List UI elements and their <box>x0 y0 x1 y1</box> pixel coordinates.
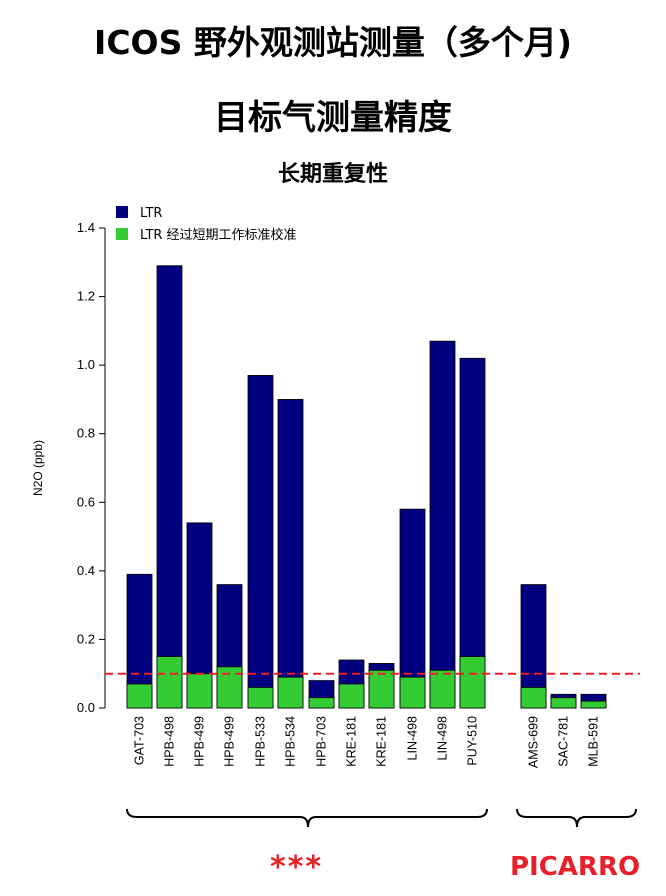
legend-swatch-ltr-calibrated <box>116 228 128 240</box>
x-tick-label: LIN-498 <box>406 716 420 761</box>
x-tick-label: HPB-534 <box>284 716 298 767</box>
y-tick-label: 1.4 <box>77 220 95 235</box>
bar-ltr-calibrated <box>308 697 335 709</box>
bar-ltr-calibrated <box>520 687 547 709</box>
bar-ltr-calibrated <box>580 700 607 709</box>
bar-ltr <box>429 340 456 709</box>
bar-ltr <box>156 265 183 709</box>
y-tick-label: 0.0 <box>77 700 95 715</box>
bar-ltr-calibrated <box>368 669 395 709</box>
bar-ltr-calibrated <box>550 697 577 709</box>
x-tick-label: HPB-499 <box>193 716 207 767</box>
x-tick-label: HPB-498 <box>163 716 177 767</box>
x-tick-label: SAC-781 <box>557 716 571 767</box>
bar-ltr-calibrated <box>156 656 183 709</box>
bar-ltr-calibrated <box>277 676 304 709</box>
x-tick-label: PUY-510 <box>466 716 480 766</box>
y-tick-label: 1.0 <box>77 357 95 372</box>
x-tick-label: MLB-591 <box>587 716 601 767</box>
bar-ltr-calibrated <box>338 683 365 709</box>
x-tick-label: LIN-498 <box>436 716 450 761</box>
legend-swatch-ltr <box>116 206 128 218</box>
y-tick-label: 0.4 <box>77 563 95 578</box>
legend-label-ltr-calibrated: LTR 经过短期工作标准校准 <box>140 227 297 243</box>
bar-ltr <box>399 508 426 709</box>
group-label-picarro: PICARRO <box>510 852 641 882</box>
x-tick-label: HPB-533 <box>254 716 268 767</box>
x-tick-label: GAT-703 <box>133 716 147 765</box>
group-label-stations: *** <box>270 850 324 885</box>
bar-ltr <box>247 375 274 709</box>
x-tick-label: HPB-499 <box>223 716 237 767</box>
bar-ltr-calibrated <box>186 673 213 709</box>
legend-label-ltr: LTR <box>140 206 162 221</box>
bar-ltr-calibrated <box>399 676 426 709</box>
bar-ltr-calibrated <box>126 683 153 709</box>
group-bracket-stations <box>126 808 488 828</box>
page-subtitle: 目标气测量精度 <box>214 98 452 138</box>
y-tick-label: 0.6 <box>77 494 95 509</box>
y-tick-label: 0.2 <box>77 631 95 646</box>
y-tick-label: 0.8 <box>77 426 95 441</box>
bar-ltr <box>277 399 304 709</box>
x-tick-label: KRE-181 <box>375 716 389 767</box>
chart-title: 长期重复性 <box>277 162 388 187</box>
group-bracket-picarro <box>516 808 637 828</box>
y-tick-label: 1.2 <box>77 289 95 304</box>
bar-ltr-calibrated <box>247 687 274 709</box>
y-axis-label: N2O (ppb) <box>31 440 45 496</box>
x-tick-label: HPB-703 <box>315 716 329 767</box>
bar-ltr-calibrated <box>429 669 456 709</box>
x-tick-label: KRE-181 <box>345 716 359 767</box>
x-tick-label: AMS-699 <box>527 716 541 768</box>
bar-ltr-calibrated <box>459 656 486 709</box>
bar-ltr <box>459 357 486 709</box>
page-title: ICOS 野外观测站测量（多个月) <box>94 23 572 62</box>
